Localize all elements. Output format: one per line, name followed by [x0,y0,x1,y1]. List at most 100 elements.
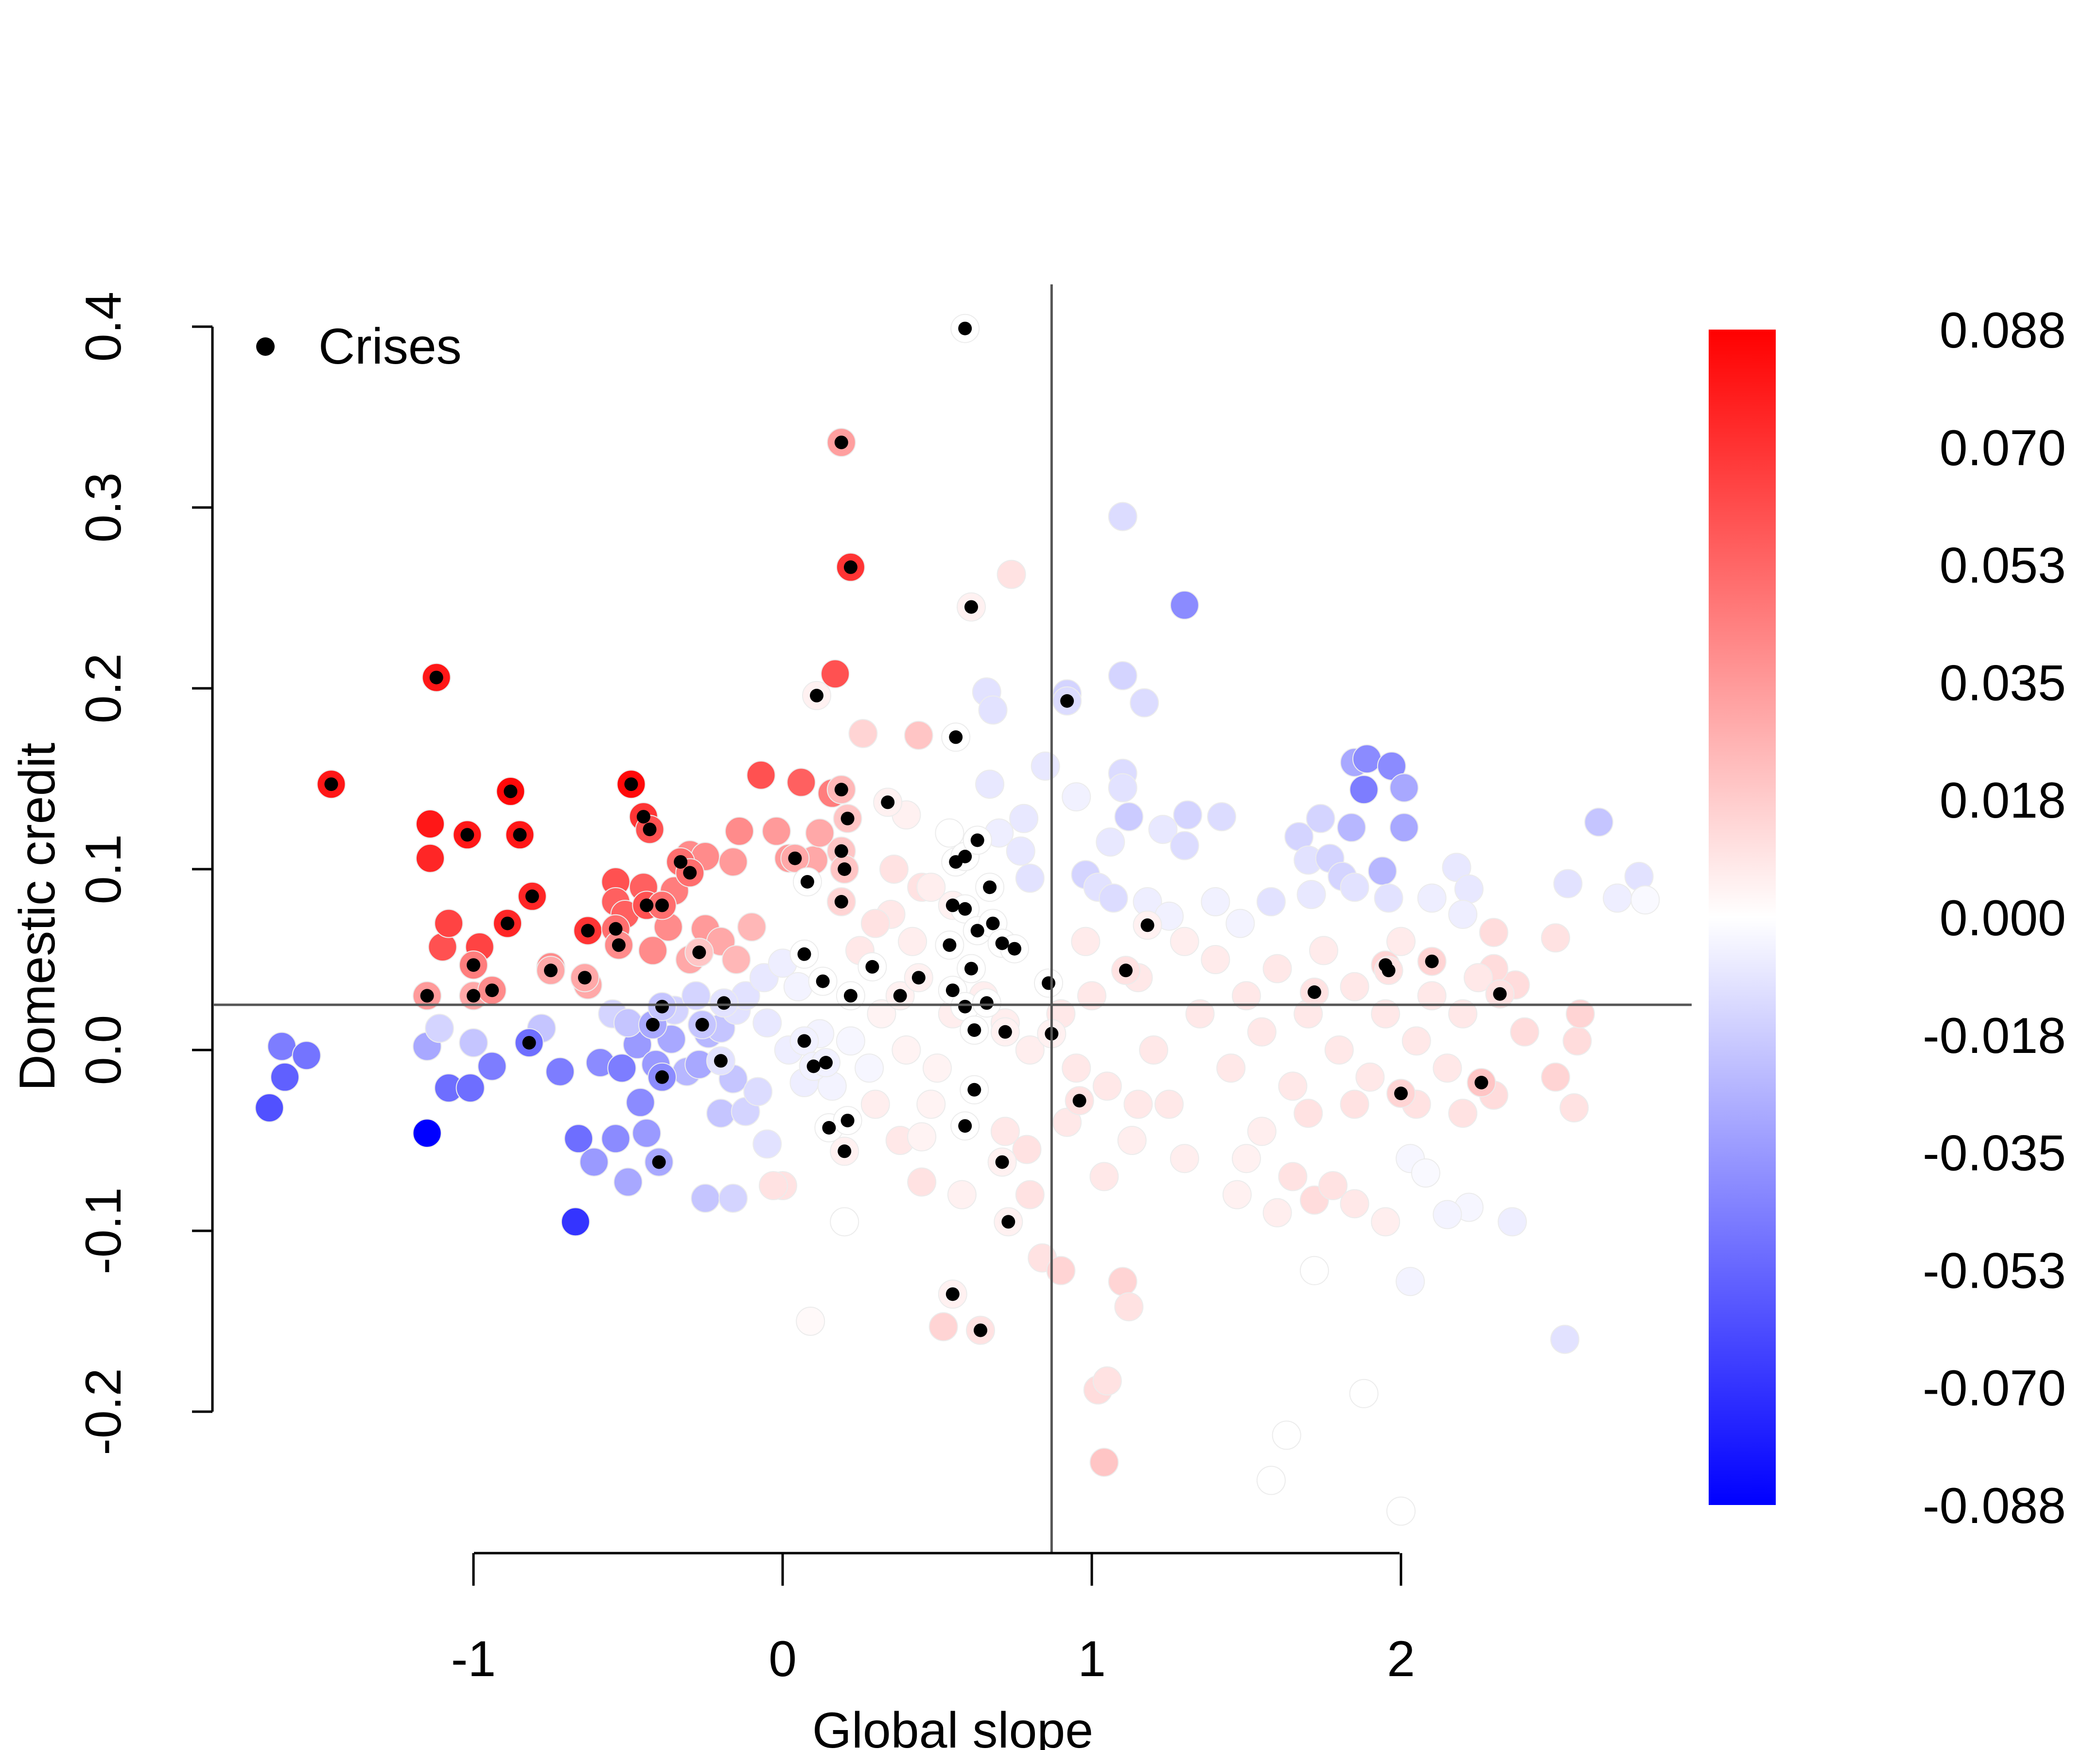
data-point [787,768,816,797]
crisis-dot [995,1155,1009,1169]
data-point [830,1207,859,1237]
data-point [746,760,776,790]
crisis-dot [1042,976,1055,990]
crisis-dot [460,828,474,842]
crisis-dot [810,688,823,702]
data-point [1553,869,1583,898]
data-point [1337,813,1366,842]
crisis-dot [1425,954,1439,968]
crisis-dot [958,1119,972,1133]
crisis-dot [652,1155,666,1169]
crisis-dot [970,833,984,847]
data-point [613,1008,643,1038]
crisis-dot [1140,918,1155,932]
data-point [1479,918,1508,947]
x-tick-label: 0 [769,1631,797,1687]
data-point [1148,815,1178,844]
crisis-dot [840,811,855,825]
crisis-dot [945,898,960,912]
data-point [416,809,445,839]
data-point [1108,773,1138,803]
data-point [691,1184,720,1213]
data-point [1294,1099,1323,1128]
crisis-dot [1008,942,1021,956]
data-point [1062,1053,1091,1083]
data-point [1256,1466,1286,1495]
crisis-dot [674,855,688,869]
crisis-dot [964,962,978,976]
data-point [1510,1017,1540,1047]
data-point [1009,804,1039,833]
data-point [1324,1035,1354,1065]
data-point [1247,1117,1277,1146]
crisis-dot [819,1056,833,1069]
data-point [1071,927,1101,956]
data-point [718,847,748,877]
colorbar-tick-label: 0.070 [1940,420,2066,476]
crisis-dot [995,936,1009,950]
colorbar-tick-label: -0.070 [1923,1360,2066,1417]
data-point [425,1014,454,1043]
data-point [412,1119,442,1148]
data-point [758,1171,788,1200]
data-point [1278,1071,1308,1101]
data-point [626,1087,655,1117]
data-point [1096,827,1125,857]
data-point [1114,802,1144,832]
data-point [821,659,850,689]
y-tick-label: 0.0 [75,1015,132,1085]
crisis-dot [834,844,848,858]
crisis-markers [324,321,1507,1337]
crisis-dot [522,1036,536,1050]
crisis-dot [692,945,706,960]
data-point [879,855,909,884]
crisis-dot [998,1025,1012,1039]
data-point [907,1122,937,1152]
data-point [1201,887,1230,916]
data-point [947,1180,977,1209]
crisis-dot [1001,1215,1015,1229]
colorbar-tick-label: -0.053 [1923,1242,2066,1299]
crisis-dot [1382,963,1396,978]
data-point [1092,1366,1122,1396]
data-point [855,1053,884,1083]
crisis-dot [467,989,480,1003]
data-point [434,909,464,938]
data-point [1464,963,1493,993]
data-point [1139,1035,1169,1065]
data-point [1417,981,1447,1011]
data-point [1207,802,1237,832]
data-point [1108,1267,1138,1296]
data-point [292,1041,321,1070]
data-point [255,1093,284,1122]
data-point [1170,590,1199,620]
data-point [1299,1256,1329,1285]
legend-crisis-label: Crises [318,318,462,375]
data-point [1108,661,1138,690]
crisis-dot [581,924,595,938]
data-point [721,945,751,974]
data-point [1559,1093,1589,1122]
crisis-dot [949,730,963,744]
colorbar-labels: 0.088 0.070 0.053 0.035 0.018 0.000 -0.018 -0.0… [1923,302,2066,1534]
crisis-dot [683,866,697,880]
crisis-dot [816,974,830,988]
data-point [267,1032,297,1061]
crisis-dot [945,983,960,998]
data-point [1541,1062,1570,1092]
crisis-dot [893,989,907,1003]
crisis-dot [695,1017,709,1032]
crisis-dot [1307,985,1321,999]
data-point [990,1117,1020,1146]
crisis-dot [967,1083,981,1097]
data-point [1262,1198,1292,1227]
y-tick-label: 0.2 [75,653,132,724]
data-point [737,912,767,942]
data-point [1262,954,1292,983]
data-point [560,1207,590,1237]
data-point [1318,1171,1348,1200]
crisis-dot [646,1017,660,1032]
data-point [1170,1144,1199,1173]
plot-area [214,284,1692,1553]
